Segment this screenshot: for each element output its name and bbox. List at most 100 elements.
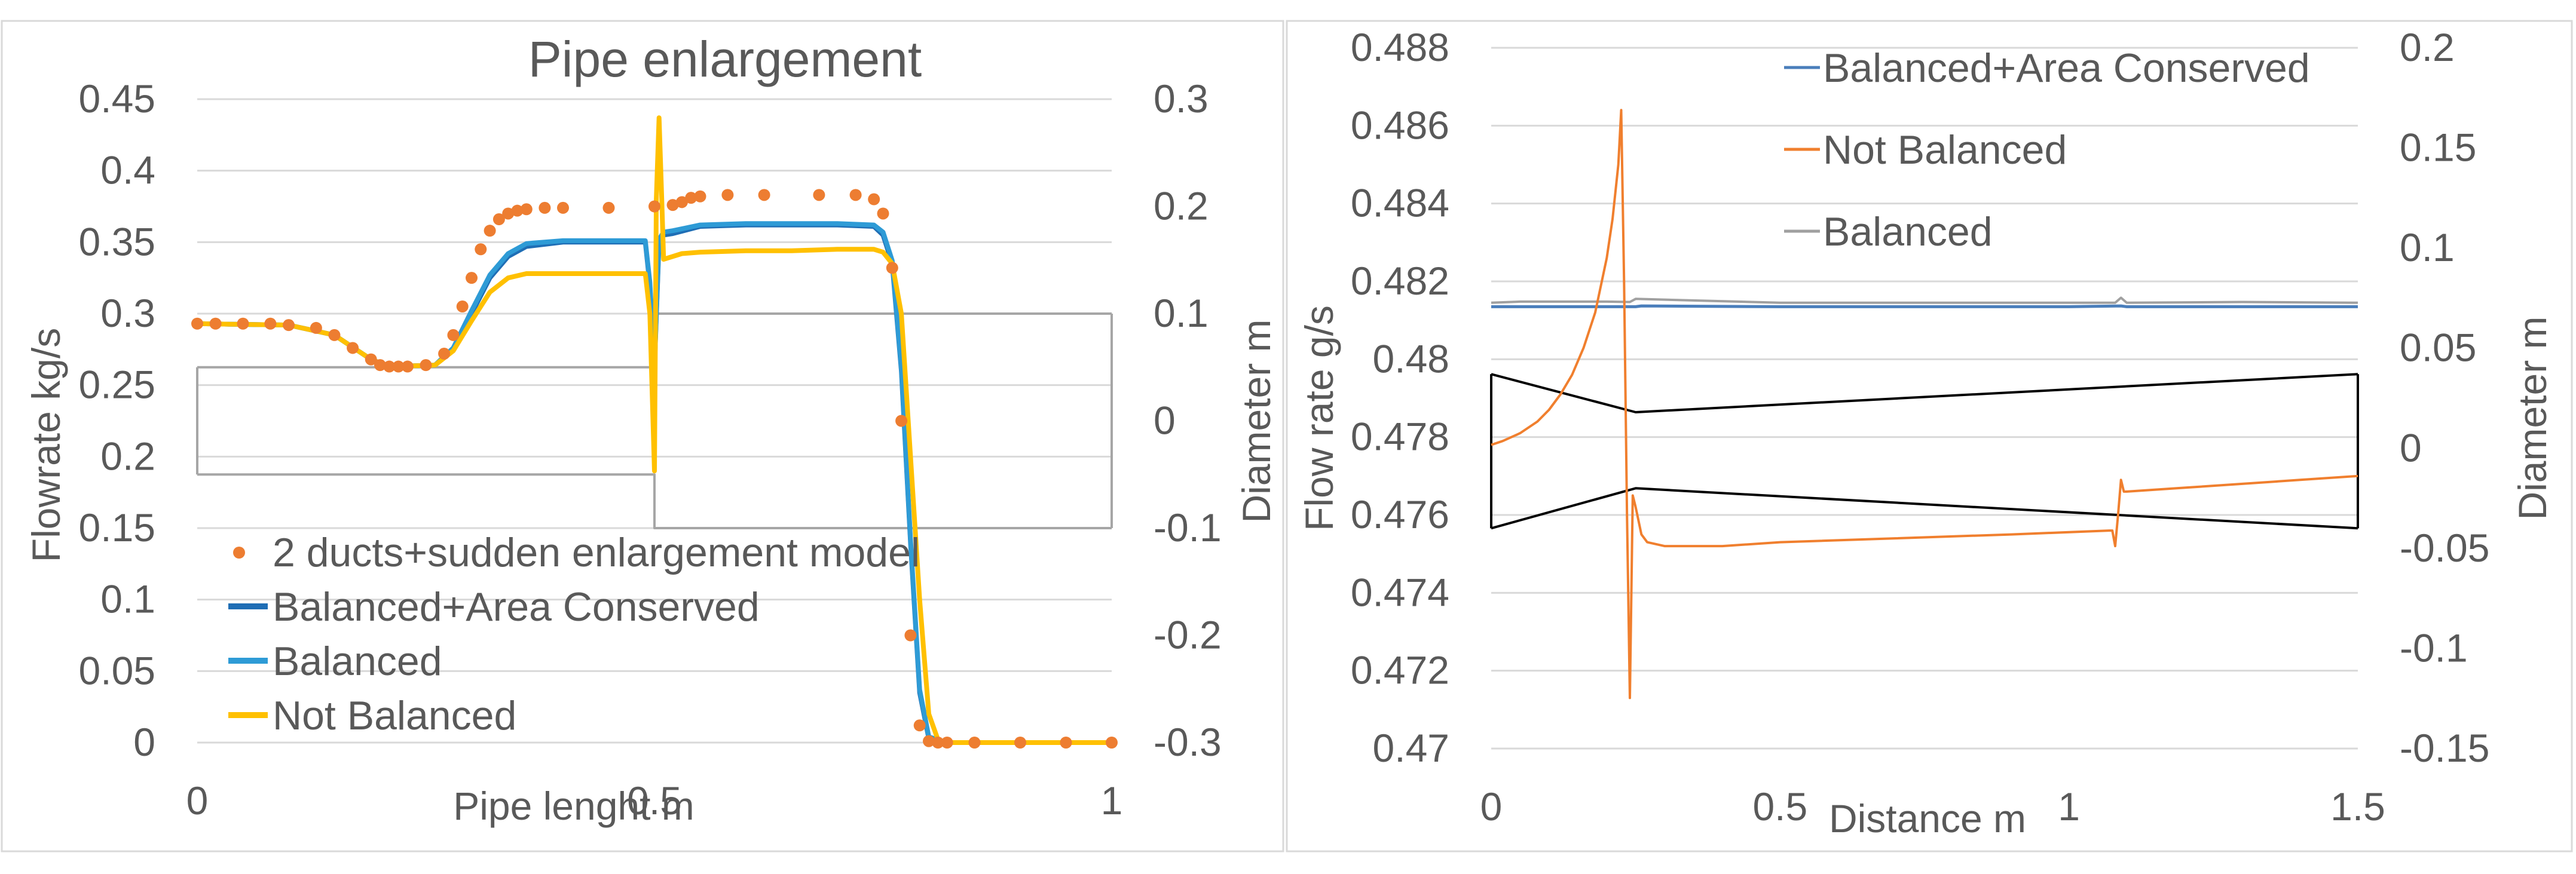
y-tick-label-1-7: 0.484 xyxy=(1351,181,1449,225)
y-tick-label-0-2: 0.1 xyxy=(100,577,155,621)
y-tick-label-1-5: 0.48 xyxy=(1373,336,1449,381)
x-tick-label-0-0: 0 xyxy=(186,778,209,823)
series-line-1-pipe-diameter-upper xyxy=(1491,373,2358,413)
data-point-model-26 xyxy=(602,201,615,214)
right-series-lines xyxy=(1491,109,2358,700)
data-point-model-32 xyxy=(721,189,734,201)
left-y2-axis-ticks: -0.3 -0.2 -0.1 0 0.1 0.2 0.3 xyxy=(1154,76,1222,764)
data-point-model-35 xyxy=(849,189,862,201)
data-point-model-13 xyxy=(420,359,432,372)
y2-tick-label-0-0: -0.3 xyxy=(1154,720,1222,764)
legend-marker-model xyxy=(233,547,245,559)
x-tick-label-1-3: 1.5 xyxy=(2330,784,2385,829)
left-series-lines xyxy=(197,115,1112,745)
data-point-model-37 xyxy=(877,207,889,220)
data-point-model-17 xyxy=(466,272,478,284)
left-y-axis-ticks: 0 0.05 0.1 0.15 0.2 0.25 0.3 0.35 0.4 0.45 xyxy=(79,76,155,764)
data-point-model-42 xyxy=(923,735,935,747)
data-point-model-23 xyxy=(520,203,533,216)
data-point-model-46 xyxy=(1014,737,1026,749)
data-point-model-44 xyxy=(941,737,953,749)
y2-tick-label-1-1: -0.1 xyxy=(2400,625,2468,670)
left-x-axis-ticks: 0 0.5 1 xyxy=(186,778,1123,823)
data-point-model-41 xyxy=(913,719,926,732)
x-tick-label-0-1: 0.5 xyxy=(627,778,682,823)
y-tick-label-0-7: 0.35 xyxy=(79,219,155,263)
y-tick-label-0-6: 0.3 xyxy=(100,291,155,335)
data-point-model-11 xyxy=(392,360,405,373)
right-y-axis-ticks: 0.47 0.472 0.474 0.476 0.478 0.48 0.482 0.484 0.… xyxy=(1351,25,1449,770)
y2-tick-label-0-1: -0.2 xyxy=(1154,613,1222,657)
data-point-model-16 xyxy=(456,300,469,313)
data-point-model-25 xyxy=(557,201,569,214)
series-line-1-not-balanced xyxy=(1491,109,2358,700)
right-y-axis-label: Flow rate g/s xyxy=(1297,305,1341,531)
data-point-model-6 xyxy=(328,329,341,341)
data-point-model-34 xyxy=(813,189,825,201)
data-point-model-3 xyxy=(264,317,277,330)
y2-tick-label-0-6: 0.3 xyxy=(1154,76,1209,121)
data-point-model-30 xyxy=(685,192,697,204)
right-x-axis-label: Distance m xyxy=(1829,796,2026,841)
data-point-model-21 xyxy=(502,207,515,220)
data-point-model-29 xyxy=(675,196,688,208)
y-tick-label-1-8: 0.486 xyxy=(1351,103,1449,147)
legend-label-balanced-area: Balanced+Area Conserved xyxy=(273,584,760,630)
left-y2-axis-label: Diameter m xyxy=(1234,319,1278,523)
legend-label-right-not-balanced: Not Balanced xyxy=(1823,127,2067,173)
data-point-model-0 xyxy=(191,317,203,330)
y2-tick-label-1-4: 0.05 xyxy=(2400,326,2476,370)
y-tick-label-1-6: 0.482 xyxy=(1351,259,1449,303)
data-point-model-5 xyxy=(310,321,322,334)
right-x-axis-ticks: 0 0.5 1 1.5 xyxy=(1480,784,2385,829)
left-x-axis-label: Pipe lenght m xyxy=(453,784,695,828)
data-point-model-27 xyxy=(648,200,660,213)
y-tick-label-0-1: 0.05 xyxy=(79,648,155,692)
y-tick-label-0-4: 0.2 xyxy=(100,434,155,478)
data-point-model-19 xyxy=(484,225,496,237)
y2-tick-label-1-7: 0.2 xyxy=(2400,25,2455,69)
left-model-markers xyxy=(191,189,1118,749)
data-point-model-2 xyxy=(237,317,249,330)
data-point-model-8 xyxy=(365,353,377,366)
y-tick-label-0-8: 0.4 xyxy=(100,148,155,192)
x-tick-label-1-2: 1 xyxy=(2058,784,2080,829)
y2-tick-label-1-5: 0.1 xyxy=(2400,225,2455,269)
data-point-model-28 xyxy=(666,199,679,211)
y-tick-label-0-9: 0.45 xyxy=(79,76,155,121)
left-y-axis-label: Flowrate kg/s xyxy=(24,328,68,562)
data-point-model-22 xyxy=(511,204,524,217)
legend-label-balanced: Balanced xyxy=(273,639,442,684)
left-chart-title: Pipe enlargement xyxy=(528,31,922,87)
legend-label-right-balanced-area: Balanced+Area Conserved xyxy=(1823,45,2310,91)
y-tick-label-0-5: 0.25 xyxy=(79,363,155,407)
data-point-model-4 xyxy=(283,319,295,332)
y2-tick-label-1-2: -0.05 xyxy=(2400,526,2489,570)
data-point-model-24 xyxy=(539,201,551,214)
y2-tick-label-1-3: 0 xyxy=(2400,425,2422,470)
legend-label-right-balanced: Balanced xyxy=(1823,209,1993,254)
x-tick-label-1-1: 0.5 xyxy=(1752,784,1807,829)
data-point-model-14 xyxy=(438,348,451,360)
series-line-0-not-balanced xyxy=(197,115,1112,745)
legend-label-model: 2 ducts+sudden enlargement model xyxy=(273,530,920,575)
data-point-model-15 xyxy=(447,329,460,341)
left-legend: 2 ducts+sudden enlargement model Balance… xyxy=(228,530,920,738)
left-chart: Pipe enlargement 00.050.10.150.20.250.30… xyxy=(24,31,1278,828)
data-point-model-1 xyxy=(209,317,222,330)
data-point-model-10 xyxy=(383,360,396,373)
data-point-model-33 xyxy=(758,189,770,201)
y-tick-label-1-1: 0.472 xyxy=(1351,648,1449,692)
y-tick-label-0-0: 0 xyxy=(133,720,155,764)
y2-tick-label-1-0: -0.15 xyxy=(2400,726,2489,770)
data-point-model-45 xyxy=(968,737,981,749)
y-tick-label-1-2: 0.474 xyxy=(1351,570,1449,614)
y2-tick-label-1-6: 0.15 xyxy=(2400,125,2476,170)
data-point-model-20 xyxy=(492,213,505,226)
data-point-model-38 xyxy=(886,262,898,274)
y2-tick-label-0-5: 0.2 xyxy=(1154,184,1209,228)
data-point-model-39 xyxy=(895,415,908,427)
y-tick-label-0-3: 0.15 xyxy=(79,505,155,550)
y-tick-label-1-0: 0.47 xyxy=(1373,726,1449,770)
series-line-1-balanced xyxy=(1491,296,2358,304)
